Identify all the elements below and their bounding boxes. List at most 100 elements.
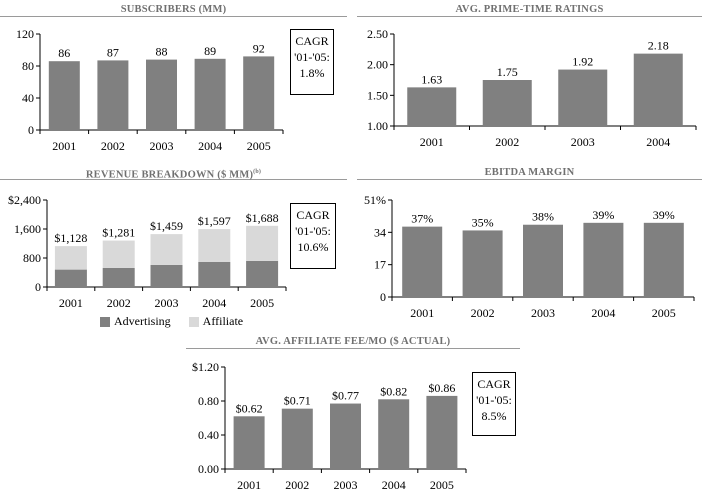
bar-affiliate [54,246,87,270]
data-label: $1,459 [150,219,183,233]
x-tick-label: 2003 [155,296,179,310]
bar [523,224,563,297]
x-tick-label: 2004 [591,306,615,320]
y-tick-label: 0 [28,123,34,137]
cagr-label: CAGR [295,34,329,48]
x-tick-label: 2002 [495,135,519,149]
x-tick-label: 2005 [250,296,274,310]
bar-advertising [246,260,279,287]
legend-label-advertising: Advertising [114,314,171,328]
data-label: 87 [107,45,119,59]
cagr-value: 10.6% [297,240,329,254]
data-label: $0.71 [284,394,311,408]
x-tick-label: 2001 [410,306,434,320]
cagr-label: CAGR [477,377,511,391]
data-label: 39% [592,208,614,222]
bar [281,408,313,469]
bar [330,403,361,469]
x-tick-label: 2005 [652,306,676,320]
data-label: 1.63 [421,72,442,86]
x-tick-label: 2001 [52,139,76,153]
revenue-cagr-box: CAGR '01-'05: 10.6% [290,203,336,269]
data-label: $0.82 [380,384,407,398]
bar-advertising [54,269,87,287]
ebitda-title: EBITDA MARGIN [357,167,702,180]
bar [146,59,177,130]
y-tick-label: 800 [23,251,41,265]
x-tick-label: 2004 [646,135,670,149]
y-tick-label: 120 [16,27,34,41]
y-tick-label: 1.50 [367,88,388,102]
y-tick-label: 51% [364,193,386,207]
cagr-period: '01-'05: [295,224,331,238]
x-tick-label: 2001 [237,478,261,492]
data-label: $1,281 [102,226,135,240]
x-tick-label: 2005 [247,139,271,153]
cagr-value: 1.8% [299,66,325,80]
x-tick-label: 2003 [334,478,358,492]
bar-advertising [198,261,231,287]
data-label: 39% [653,208,675,222]
x-tick-label: 2003 [571,135,595,149]
data-label: $1,128 [54,231,87,245]
x-tick-label: 2001 [59,296,83,310]
bar [407,87,457,126]
x-tick-label: 2001 [420,135,444,149]
revenue-title-footnote: (b) [253,169,262,175]
y-tick-label: 0.40 [198,428,219,442]
bar [233,416,265,469]
bar [378,399,410,469]
y-tick-label: $2,400 [8,193,41,207]
revenue-title: REVENUE BREAKDOWN ($ MM)(b) [0,167,347,181]
y-tick-label: 80 [22,59,34,73]
subscribers-cagr-box: CAGR '01-'05: 1.8% [290,29,334,95]
x-tick-label: 2003 [150,139,174,153]
data-label: 89 [204,44,216,58]
cagr-period: '01-'05: [294,50,330,64]
bar [426,395,458,469]
data-label: 1.92 [572,55,593,69]
bar-affiliate [246,225,279,261]
x-tick-label: 2003 [531,306,555,320]
fee-cagr-box: CAGR '01-'05: 8.5% [472,372,516,436]
bar [243,56,275,130]
revenue-legend: Advertising Affiliate [100,314,243,329]
bar [482,80,532,126]
bar [633,53,683,127]
y-tick-label: 34 [374,225,386,239]
y-tick-label: 1.00 [367,119,388,133]
cagr-label: CAGR [296,208,330,222]
subscribers-title: SUBSCRIBERS (MM) [0,4,347,17]
y-tick-label: 2.50 [367,27,388,41]
cagr-value: 8.5% [481,409,507,423]
data-label: 37% [411,212,433,226]
x-tick-label: 2002 [471,306,495,320]
data-label: 88 [156,45,168,59]
y-tick-label: 0 [35,280,41,294]
bar-affiliate [150,234,183,265]
data-label: 2.18 [648,39,669,53]
cagr-period: '01-'05: [476,393,512,407]
legend-label-affiliate: Affiliate [202,314,244,328]
data-label: 92 [253,41,265,55]
y-tick-label: 0.00 [198,462,219,476]
bar-advertising [102,267,135,287]
y-tick-label: 17 [374,258,386,272]
y-tick-label: $1.20 [192,360,219,374]
ratings-title: AVG. PRIME-TIME RATINGS [357,4,702,17]
bar-advertising [150,264,183,287]
x-tick-label: 2002 [107,296,131,310]
data-label: 1.75 [497,65,518,79]
bar [643,222,684,297]
y-tick-label: 2.00 [367,58,388,72]
x-tick-label: 2002 [285,478,309,492]
data-label: $0.77 [332,389,359,403]
y-tick-label: 0 [380,290,386,304]
x-tick-label: 2002 [101,139,125,153]
bar [194,58,226,130]
